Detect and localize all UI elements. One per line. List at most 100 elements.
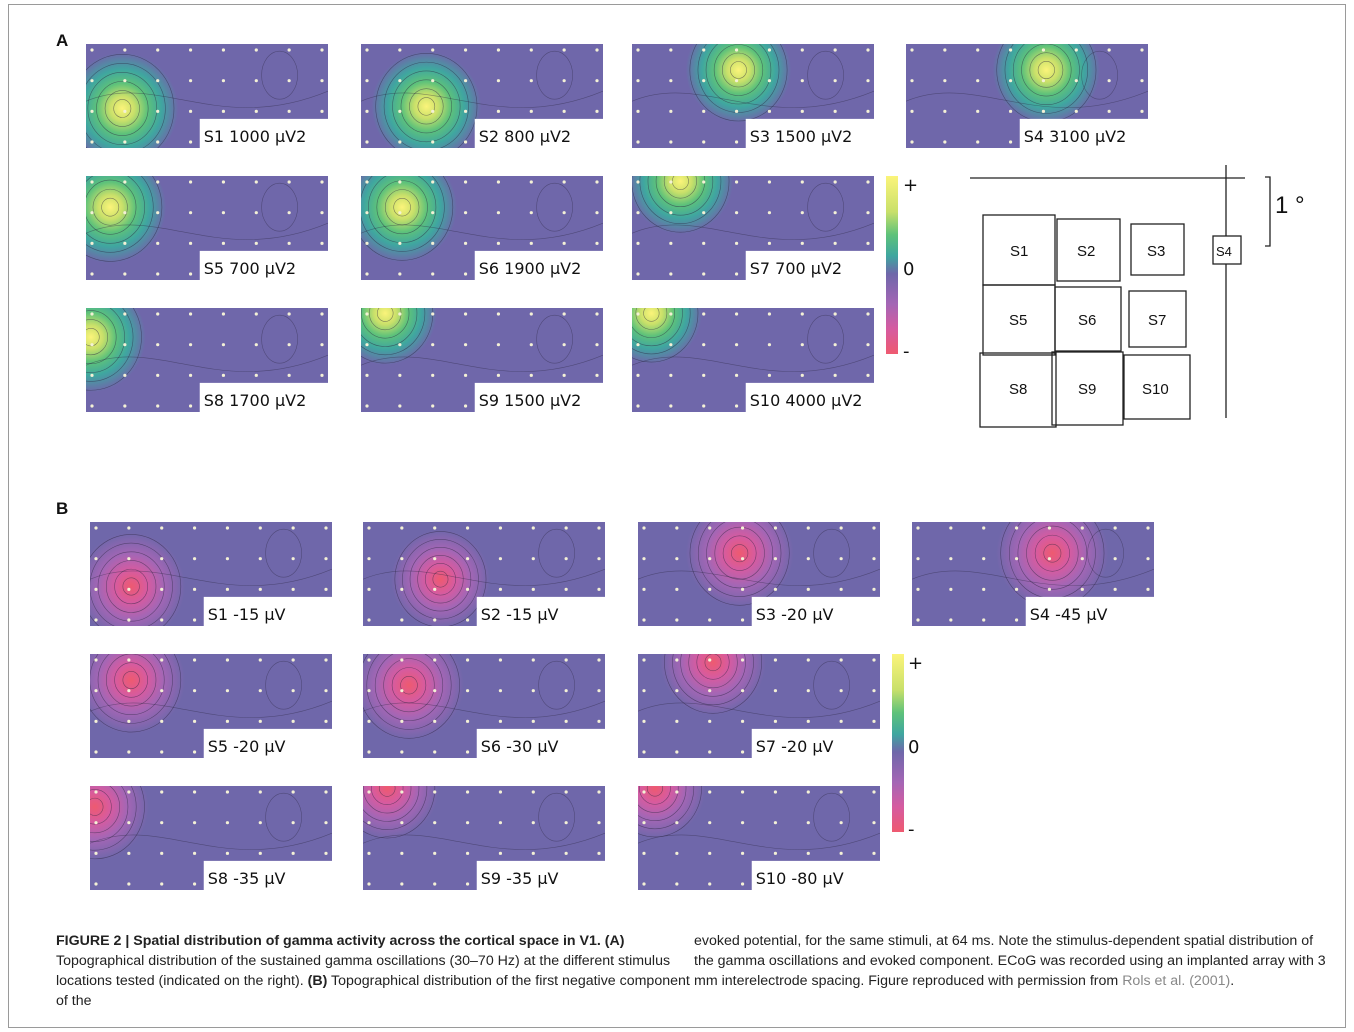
electrode-dot xyxy=(669,48,673,52)
electrode-dot xyxy=(188,312,193,316)
electrode-dot xyxy=(597,689,601,693)
electrode-dot xyxy=(675,587,679,591)
electrode-dot xyxy=(773,658,778,662)
electrode-dot xyxy=(1008,79,1013,83)
electrode-dot xyxy=(367,882,371,886)
electrode-dot xyxy=(160,821,164,825)
electrode-dot xyxy=(400,821,404,825)
electrode-dot xyxy=(463,109,468,113)
contour-line xyxy=(90,542,173,626)
electrode-dot xyxy=(708,851,712,855)
topo-map: S6 1900 μV2 xyxy=(361,176,603,280)
electrode-dot xyxy=(367,719,371,723)
electrode-dot xyxy=(156,48,160,52)
electrode-dot xyxy=(595,373,599,377)
map-label-notch xyxy=(476,596,605,626)
electrode-dot xyxy=(982,526,986,530)
electrode-dot xyxy=(291,719,295,723)
electrode-dot xyxy=(127,658,131,662)
electrode-dot xyxy=(94,719,98,723)
electrode-dot xyxy=(562,343,566,347)
electrode-dot xyxy=(433,821,437,825)
electrode-dot xyxy=(740,557,745,561)
map-label: S5 700 μV2 xyxy=(204,259,296,278)
activity-peak xyxy=(632,308,702,364)
contour-line xyxy=(104,90,140,127)
stim-label-s3: S3 xyxy=(1147,243,1165,260)
electrode-dot xyxy=(1014,557,1019,561)
electrode-dot xyxy=(156,140,160,144)
contour-line xyxy=(361,176,445,252)
contour-line xyxy=(374,654,444,721)
stim-label-s4: S4 xyxy=(1216,244,1232,259)
contour-line xyxy=(106,560,157,613)
contour-line xyxy=(392,70,461,143)
electrode-dot xyxy=(767,312,772,316)
electrode-dot xyxy=(529,373,533,377)
electrode-dot xyxy=(221,312,226,316)
electrode-dot xyxy=(465,526,470,530)
contour-line xyxy=(393,198,411,217)
map-label: S3 -20 μV xyxy=(756,605,834,624)
electrode-dot xyxy=(463,48,468,52)
electrode-dot xyxy=(866,211,870,215)
electrode-dot xyxy=(156,211,160,215)
electrode-dot xyxy=(734,272,739,276)
electrode-dot xyxy=(188,79,193,83)
electrode-dot xyxy=(188,48,193,52)
electrode-dot xyxy=(160,689,164,693)
map-label-notch xyxy=(203,860,332,890)
activity-peak xyxy=(90,532,185,626)
caption-b-text: Topographical distribution of the first … xyxy=(56,973,690,1009)
electrode-dot xyxy=(365,241,369,245)
contour-line xyxy=(664,654,762,714)
electrode-dot xyxy=(254,79,258,83)
topo-map: S2 -15 μV xyxy=(363,522,605,626)
map-label: S1 1000 μV2 xyxy=(204,127,307,146)
electrode-dot xyxy=(910,109,914,113)
electrode-dot xyxy=(595,241,599,245)
contour-line xyxy=(689,522,790,606)
electrode-dot xyxy=(529,48,533,52)
electrode-dot xyxy=(398,109,402,113)
electrode-dot xyxy=(90,312,94,316)
electrode-dot xyxy=(365,343,369,347)
electrode-dot xyxy=(1047,557,1052,561)
electrode-dot xyxy=(398,373,402,377)
electrode-dot xyxy=(734,48,739,52)
caption-reference-link[interactable]: Rols et al. (2001) xyxy=(1122,973,1231,989)
electrode-dot xyxy=(806,557,810,561)
electrode-dot xyxy=(734,404,739,408)
electrode-dot xyxy=(365,272,369,276)
electrode-dot xyxy=(160,851,164,855)
contour-line xyxy=(713,44,764,96)
electrode-dot xyxy=(291,689,295,693)
electrode-dot xyxy=(90,180,94,184)
electrode-dot xyxy=(597,719,601,723)
electrode-dot xyxy=(708,526,712,530)
electrode-dot xyxy=(127,750,131,754)
electrode-dot xyxy=(531,821,535,825)
electrode-dot xyxy=(708,658,712,662)
activity-peak xyxy=(685,44,792,123)
electrode-dot xyxy=(866,79,870,83)
electrode-dot xyxy=(595,79,599,83)
electrode-dot xyxy=(806,689,810,693)
electrode-dot xyxy=(982,618,986,622)
electrode-dot xyxy=(675,851,679,855)
electrode-dot xyxy=(258,851,262,855)
electrode-dot xyxy=(839,587,843,591)
electrode-dot xyxy=(287,343,291,347)
electrode-dot xyxy=(833,211,837,215)
electrode-dot xyxy=(398,404,402,408)
electrode-dot xyxy=(367,587,371,591)
electrode-dot xyxy=(734,211,739,215)
topo-map: S1 -15 μV xyxy=(90,522,332,626)
electrode-dot xyxy=(1140,48,1144,52)
contour-line xyxy=(86,176,163,262)
electrode-dot xyxy=(773,689,778,693)
panel-b-maps: S1 -15 μV S2 -15 μV S3 -20 μV S4 -45 μV S5 -… xyxy=(90,522,1154,890)
contour-line xyxy=(90,786,120,834)
electrode-dot xyxy=(740,618,745,622)
electrode-dot xyxy=(910,140,914,144)
